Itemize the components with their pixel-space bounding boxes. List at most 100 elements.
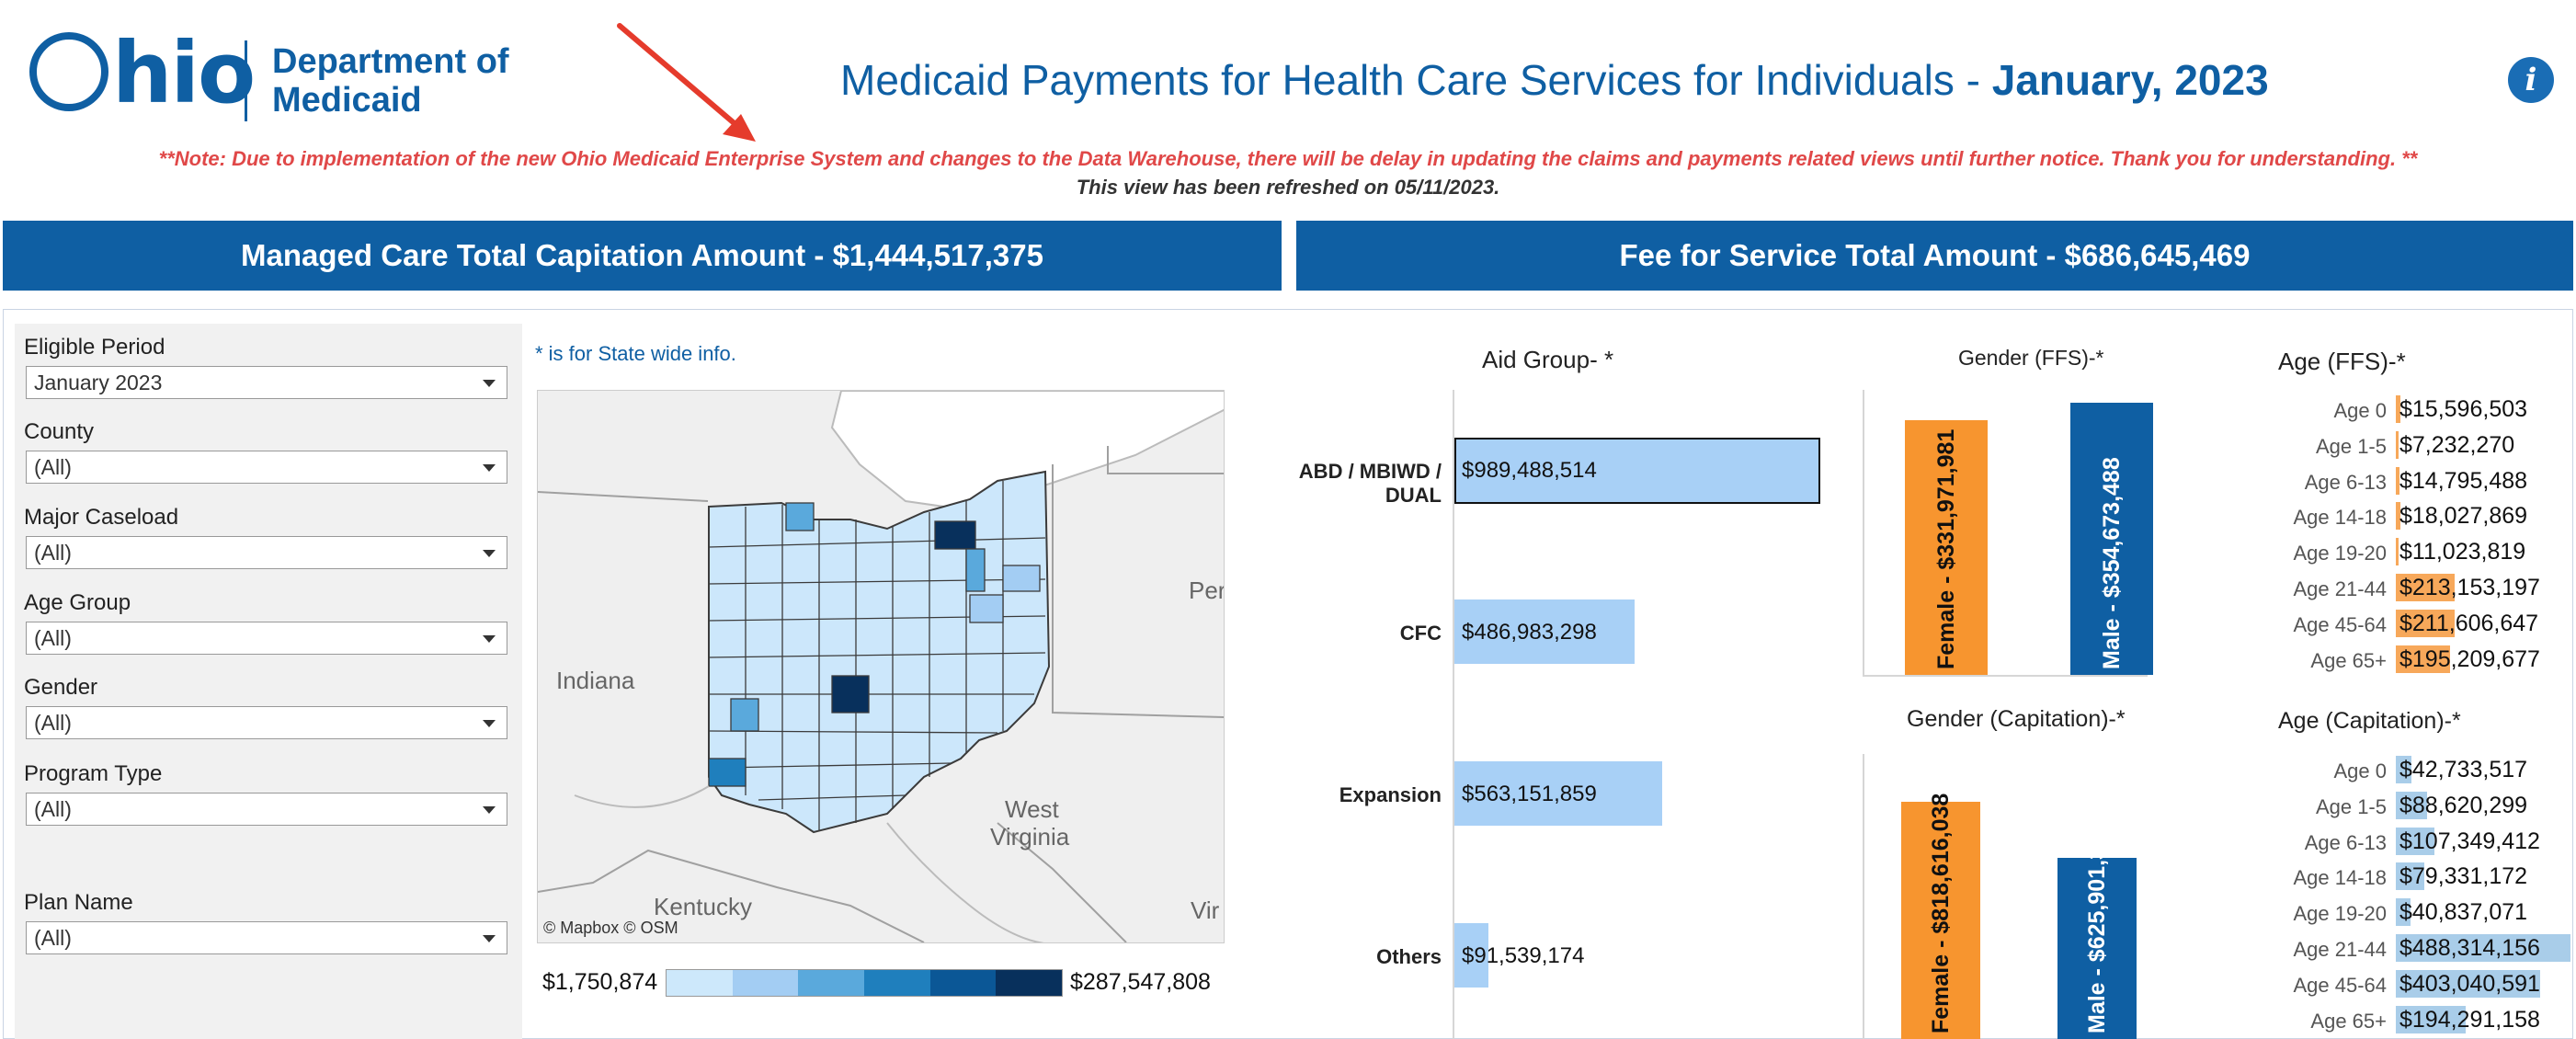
border-line — [1052, 464, 1224, 718]
aid-group-bar[interactable] — [1454, 438, 1820, 504]
border-line — [997, 822, 1127, 942]
logo-divider — [245, 40, 247, 121]
filter-panel: Eligible Period January 2023 County (All… — [15, 324, 522, 1039]
legend-swatch — [929, 970, 997, 996]
county-highlight — [965, 548, 986, 592]
age_cap-value: $107,349,412 — [2399, 828, 2540, 854]
refresh-date-text: This view has been refreshed on 05/11/20… — [1076, 176, 1500, 199]
age_cap-label: Age 21-44 — [2293, 938, 2387, 961]
chevron-down-icon — [483, 464, 496, 472]
age_ffs-bar[interactable] — [2396, 574, 2455, 601]
aid-group-bar[interactable] — [1454, 923, 1488, 988]
legend-swatch — [667, 970, 733, 996]
filter-label-major-caseload: Major Caseload — [24, 505, 179, 530]
aid-group-value-label: $989,488,514 — [1462, 458, 1597, 483]
age_cap-bar[interactable] — [2396, 969, 2540, 998]
county-highlight — [730, 698, 759, 732]
page-title-period: January, 2023 — [1991, 56, 2269, 104]
age_ffs-bar[interactable] — [2396, 430, 2399, 459]
plan-name-select[interactable]: (All) — [26, 921, 507, 954]
legend-max-value: $287,547,808 — [1070, 969, 1211, 995]
chevron-down-icon — [483, 380, 496, 387]
age_cap-bar[interactable] — [2396, 1005, 2466, 1033]
age_ffs-bar[interactable] — [2396, 502, 2400, 531]
update-delay-note: **Note: Due to implementation of the new… — [158, 147, 2418, 170]
ohio-logo-text: hio — [112, 24, 256, 122]
aid-group-category-label: Others — [1376, 945, 1442, 968]
aid-group-bar[interactable] — [1454, 599, 1635, 664]
aid-group-bar[interactable] — [1454, 761, 1662, 826]
gender_cap-bar[interactable] — [1901, 802, 1980, 1039]
age_ffs-label: Age 19-20 — [2293, 542, 2387, 565]
chevron-down-icon — [483, 635, 496, 643]
county-cuyahoga — [934, 520, 976, 550]
age_cap-bar[interactable] — [2396, 898, 2411, 927]
age_ffs-bar[interactable] — [2396, 395, 2400, 423]
gender_ffs-bar[interactable] — [1905, 420, 1988, 675]
map-attribution[interactable]: © Mapbox © OSM — [543, 919, 678, 937]
gender-ffs-axis — [1863, 390, 1864, 677]
logo-dept-line2: Medicaid — [272, 81, 422, 120]
gender-select[interactable]: (All) — [26, 706, 507, 739]
county-select[interactable]: (All) — [26, 451, 507, 484]
aid-group-category-label: Expansion — [1339, 783, 1442, 806]
age_ffs-bar[interactable] — [2396, 466, 2399, 495]
gender_ffs-bar-label: Male - $354,673,488 — [2099, 457, 2125, 669]
filter-label-plan-name: Plan Name — [24, 890, 133, 915]
county-map[interactable]: Indiana West Virginia Kentucky Per Vir ©… — [537, 390, 1225, 943]
age_ffs-label: Age 14-18 — [2293, 506, 2387, 530]
logo-dept-line1: Department of — [272, 42, 509, 81]
county-highlight — [1002, 565, 1041, 592]
legend-swatch — [732, 970, 799, 996]
age_cap-bar[interactable] — [2396, 756, 2411, 783]
age-group-select[interactable]: (All) — [26, 622, 507, 655]
age-group-value: (All) — [34, 626, 72, 650]
plan-name-value: (All) — [34, 926, 72, 950]
color-legend — [666, 969, 1063, 997]
program-type-value: (All) — [34, 797, 72, 821]
chevron-down-icon — [483, 720, 496, 727]
county-map-svg — [538, 391, 1224, 942]
age_cap-value: $194,291,158 — [2399, 1006, 2540, 1033]
info-icon[interactable]: i — [2508, 57, 2554, 103]
age_ffs-bar[interactable] — [2396, 609, 2455, 637]
aid-group-value-label: $563,151,859 — [1462, 782, 1597, 806]
age_ffs-label: Age 1-5 — [2315, 434, 2387, 458]
filter-label-program-type: Program Type — [24, 761, 163, 786]
age_ffs-label: Age 21-44 — [2293, 577, 2387, 600]
capitation-total-banner: Managed Care Total Capitation Amount - $… — [3, 221, 1282, 291]
red-arrow-icon — [617, 23, 756, 142]
gender_ffs-bar[interactable] — [2070, 403, 2153, 675]
age_ffs-value: $11,023,819 — [2399, 539, 2526, 565]
map-label-west-virginia-2: Virginia — [990, 823, 1070, 851]
gender_cap-bar[interactable] — [2057, 858, 2137, 1039]
page-title-main: Medicaid Payments for Health Care Servic… — [840, 56, 1992, 104]
map-label-west-virginia-1: West — [1005, 795, 1059, 823]
age-cap-title: Age (Capitation)-* — [2278, 708, 2461, 734]
eligible-period-select[interactable]: January 2023 — [26, 366, 507, 399]
age-ffs-title: Age (FFS)-* — [2278, 348, 2406, 375]
age_ffs-value: $15,596,503 — [2399, 396, 2528, 422]
filter-label-county: County — [24, 419, 95, 444]
age_cap-value: $42,733,517 — [2399, 757, 2528, 782]
age_cap-bar[interactable] — [2396, 827, 2434, 855]
gender-ffs-title: Gender (FFS)-* — [1958, 346, 2104, 370]
program-type-select[interactable]: (All) — [26, 793, 507, 826]
age_ffs-bar[interactable] — [2396, 538, 2399, 566]
age_ffs-bar[interactable] — [2396, 645, 2450, 673]
age_ffs-value: $18,027,869 — [2399, 503, 2528, 530]
gender-value: (All) — [34, 711, 72, 735]
age_ffs-label: Age 6-13 — [2304, 470, 2387, 494]
age_cap-bar[interactable] — [2396, 862, 2424, 891]
state-wide-note: * is for State wide info. — [535, 342, 736, 365]
gender-cap-axis — [1863, 754, 1864, 1039]
age_cap-bar[interactable] — [2396, 791, 2427, 819]
age_ffs-value: $213,153,197 — [2399, 575, 2540, 600]
age_cap-value: $88,620,299 — [2399, 792, 2528, 818]
age_cap-label: Age 6-13 — [2304, 830, 2387, 854]
age_cap-bar[interactable] — [2396, 934, 2570, 962]
major-caseload-select[interactable]: (All) — [26, 536, 507, 569]
eligible-period-value: January 2023 — [34, 371, 163, 394]
age_ffs-value: $7,232,270 — [2399, 431, 2515, 458]
age_ffs-value: $14,795,488 — [2399, 467, 2528, 494]
